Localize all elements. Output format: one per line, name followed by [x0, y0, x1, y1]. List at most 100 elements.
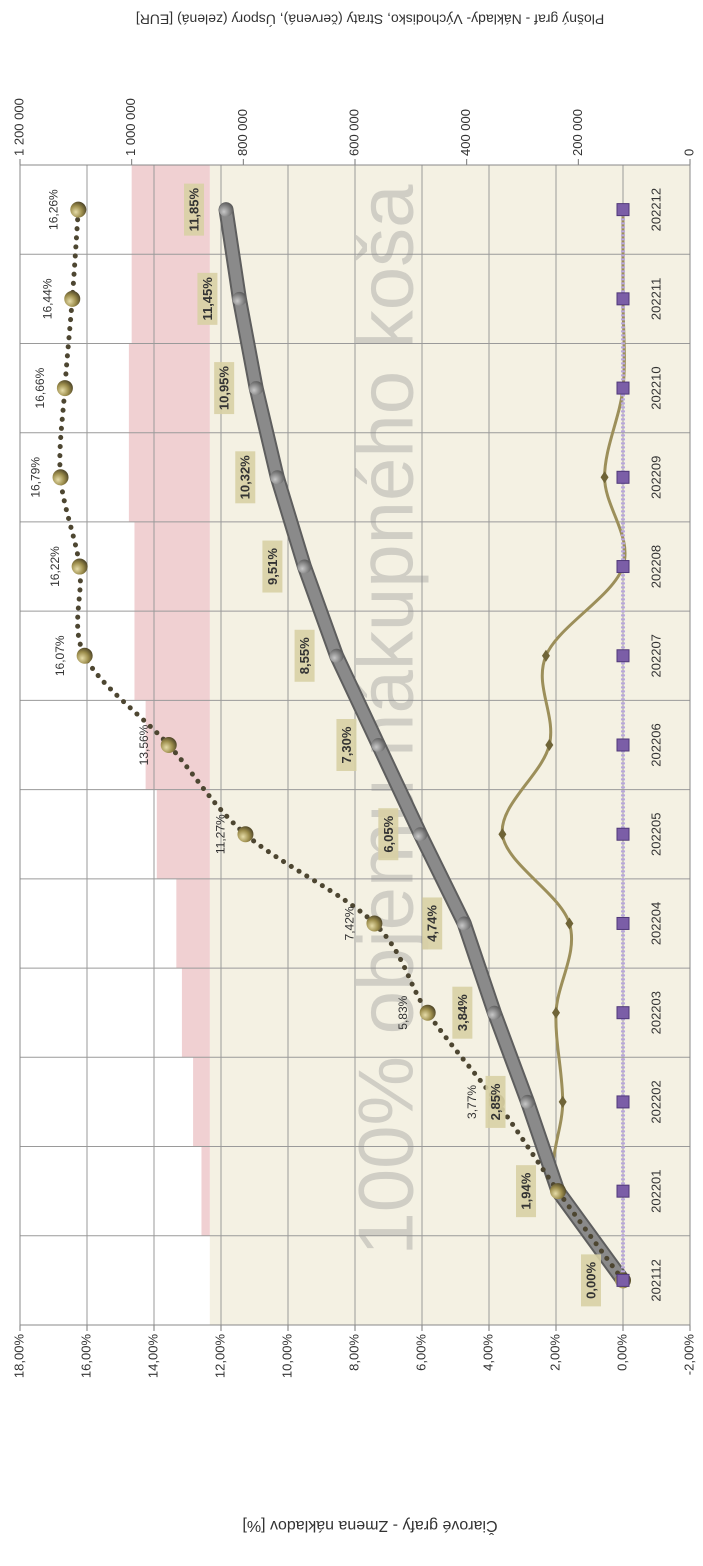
- label-box: [336, 719, 357, 771]
- data-label: 16,07%: [53, 635, 67, 676]
- point: [76, 647, 93, 664]
- labels: 0,00% 1,94% 2,85% 3,84% 4,74% 6,05% 7,30% 8,55%…: [29, 183, 601, 1307]
- data-label: 5,83%: [396, 995, 410, 1029]
- data-label: 1,94%: [518, 1172, 533, 1209]
- point: [616, 1095, 630, 1109]
- y-tick-label: -2,00%: [681, 1334, 696, 1376]
- area-segment: [193, 1056, 210, 1147]
- data-label: 7,30%: [339, 726, 354, 763]
- point: [565, 917, 574, 930]
- y-tick-label: 0,00%: [614, 1334, 629, 1371]
- data-label: 7,42%: [343, 906, 357, 940]
- point: [616, 381, 630, 395]
- point: [52, 469, 69, 486]
- data-label: 3,84%: [455, 994, 470, 1031]
- point: [616, 649, 630, 663]
- x-tick-label: 202206: [648, 723, 663, 766]
- x-tick-label: 202210: [648, 366, 663, 409]
- point: [616, 916, 630, 930]
- lines: [52, 201, 631, 1289]
- point: [600, 471, 609, 484]
- y2-tick-label: 200 000: [570, 109, 585, 156]
- point: [616, 1184, 630, 1198]
- point: [616, 203, 630, 217]
- label-box: [184, 183, 205, 236]
- x-tick-label: 202209: [648, 456, 663, 499]
- label-box: [516, 1165, 537, 1218]
- point: [71, 558, 88, 575]
- data-label: 4,74%: [425, 905, 440, 942]
- label-box: [235, 451, 256, 504]
- data-label: 11,45%: [200, 277, 215, 321]
- data-label: 16,66%: [33, 367, 47, 408]
- data-label: 9,51%: [265, 548, 280, 585]
- y-axis-title: Čiarové grafy - Zmena nákladov [%]: [242, 1517, 497, 1536]
- point: [237, 826, 254, 843]
- data-label: 16,44%: [40, 278, 54, 319]
- point: [520, 1094, 535, 1109]
- y2-tick-label: 1 200 000: [11, 98, 26, 156]
- area-segment: [134, 610, 210, 701]
- y-tick-label: 18,00%: [11, 1334, 26, 1379]
- point: [419, 1004, 436, 1021]
- point: [413, 827, 428, 842]
- data-label: 16,79%: [29, 457, 43, 498]
- data-label: 16,26%: [46, 189, 60, 230]
- label-box: [197, 272, 218, 325]
- point: [550, 1183, 567, 1200]
- point: [616, 1006, 630, 1020]
- data-label: 13,56%: [137, 724, 151, 765]
- area-segment: [209, 1056, 690, 1147]
- point: [498, 828, 507, 841]
- x-tick-label: 202212: [648, 188, 663, 231]
- area-segment: [209, 1235, 690, 1325]
- data-label: 8,55%: [297, 637, 312, 674]
- label-box: [294, 629, 315, 682]
- area-segment: [145, 699, 210, 790]
- area-segment: [128, 342, 210, 433]
- point: [160, 737, 177, 753]
- area-segment: [176, 878, 210, 969]
- point: [457, 916, 472, 931]
- area-segment: [209, 342, 690, 433]
- point: [56, 380, 73, 397]
- y-tick-label: 10,00%: [279, 1334, 294, 1379]
- point: [541, 649, 550, 662]
- point: [270, 470, 285, 485]
- x-tick-label: 202112: [648, 1259, 663, 1301]
- x-tick-label: 202207: [648, 634, 663, 677]
- point: [232, 291, 247, 306]
- point: [219, 202, 234, 217]
- x-tick-label: 202208: [648, 545, 663, 588]
- y-tick-label: 16,00%: [78, 1334, 93, 1379]
- y2-tick-label: 1 000 000: [123, 98, 138, 156]
- y2-tick-label: 600 000: [346, 109, 361, 156]
- data-label: 3,77%: [465, 1085, 479, 1119]
- area-segment: [181, 967, 210, 1058]
- point: [366, 915, 383, 932]
- y2-tick-label: 800 000: [235, 109, 250, 156]
- x-tick-label: 202205: [648, 813, 663, 856]
- x-tick-label: 202201: [648, 1169, 663, 1212]
- y2-tick-label: 400 000: [458, 109, 473, 156]
- label-box: [214, 362, 235, 415]
- point: [616, 1273, 630, 1287]
- y-tick-label: 4,00%: [480, 1334, 495, 1371]
- rotated-chart: 100% objemu nákupného koša 0,00%1,94%2,8…: [11, 11, 696, 1535]
- point: [297, 559, 312, 574]
- x-tick-label: 202203: [648, 991, 663, 1034]
- x-tick-label: 202211: [648, 278, 663, 320]
- data-label: 16,22%: [48, 546, 62, 587]
- data-label: 11,27%: [214, 814, 228, 854]
- y-tick-label: 12,00%: [212, 1334, 227, 1379]
- point: [329, 648, 344, 663]
- area-segment: [156, 789, 210, 879]
- point: [616, 292, 630, 306]
- point: [558, 1095, 567, 1108]
- point: [616, 738, 630, 752]
- label-box: [422, 897, 443, 950]
- y2-tick-label: 0: [681, 149, 696, 156]
- data-label: 10,32%: [238, 455, 253, 500]
- area-segment: [131, 253, 210, 344]
